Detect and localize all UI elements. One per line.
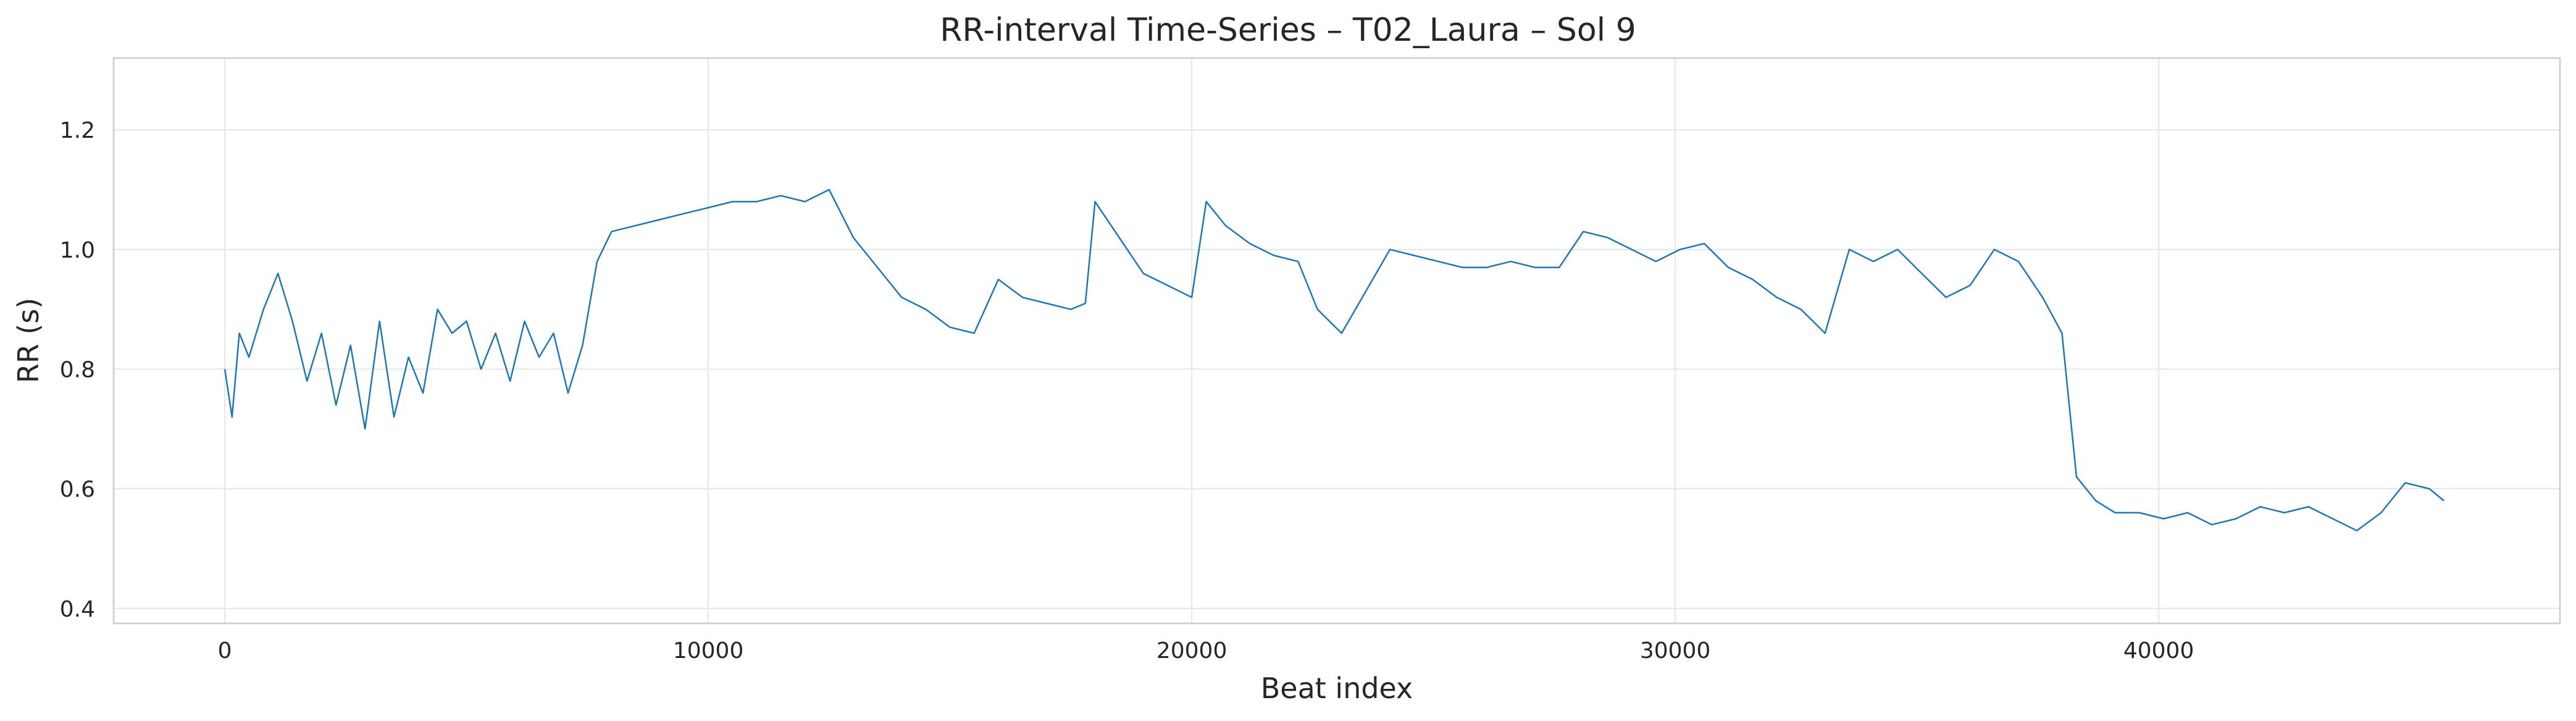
y-tick-label: 0.8 [60, 357, 95, 382]
x-tick-label: 30000 [1640, 638, 1711, 664]
series-layer [224, 188, 2444, 532]
y-tick-label: 0.4 [60, 597, 95, 622]
plot-frame [112, 57, 2561, 625]
x-tick-label: 10000 [673, 638, 744, 664]
x-tick-label: 0 [218, 638, 232, 664]
y-tick-label: 0.6 [60, 477, 95, 502]
y-axis-label: RR (s) [12, 298, 45, 383]
y-tick-label: 1.2 [60, 118, 95, 143]
chart-title: RR-interval Time-Series – T02_Laura – So… [940, 12, 1636, 49]
x-tick-label: 40000 [2123, 638, 2194, 664]
y-tick-label: 1.0 [60, 238, 95, 263]
x-axis-label: Beat index [1261, 672, 1413, 705]
rr-series-line [224, 188, 2444, 532]
tick-labels: 0 10000 20000 30000 40000 0.4 0.6 0.8 1.0 1.2 [60, 118, 2194, 664]
grid [114, 58, 2560, 623]
x-tick-label: 20000 [1156, 638, 1227, 664]
